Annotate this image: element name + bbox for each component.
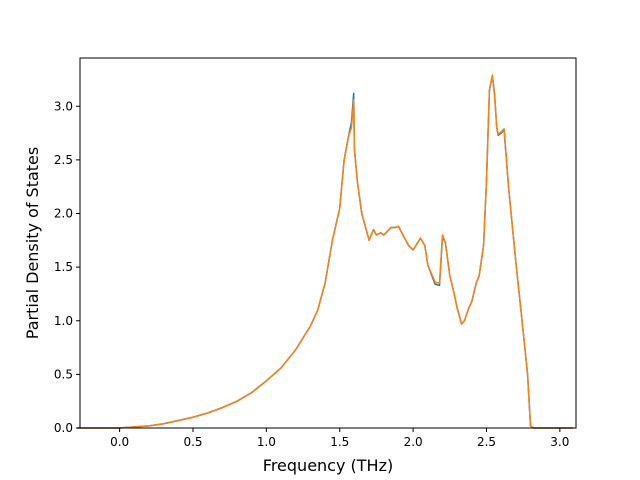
x-tick-label: 0.0 — [110, 435, 129, 449]
y-axis-label: Partial Density of States — [23, 147, 42, 339]
series-layer — [77, 74, 574, 429]
x-tick-label: 0.5 — [183, 435, 202, 449]
y-tick-label: 3.0 — [54, 99, 73, 113]
y-tick-label: 1.0 — [54, 314, 73, 328]
x-axis-label: Frequency (THz) — [263, 456, 393, 475]
x-tick-label: 2.0 — [404, 435, 423, 449]
x-tick-label: 1.0 — [257, 435, 276, 449]
plot-area — [80, 58, 576, 428]
x-tick-label: 1.5 — [330, 435, 349, 449]
axes-frame — [79, 57, 577, 429]
x-tick-label: 2.5 — [477, 435, 496, 449]
y-tick-label: 1.5 — [54, 260, 73, 274]
y-tick-label: 0.5 — [54, 367, 73, 381]
x-tick-label: 3.0 — [550, 435, 569, 449]
y-tick-label: 2.0 — [54, 207, 73, 221]
ticks-layer: 0.0 0.5 1.0 1.5 2.0 2.5 3.0 0.0 0.5 1.0 1.5 2.0 2.5 3… — [54, 99, 569, 449]
y-tick-label: 0.0 — [54, 421, 73, 435]
y-tick-label: 2.5 — [54, 153, 73, 167]
series-line-2 — [77, 74, 574, 429]
